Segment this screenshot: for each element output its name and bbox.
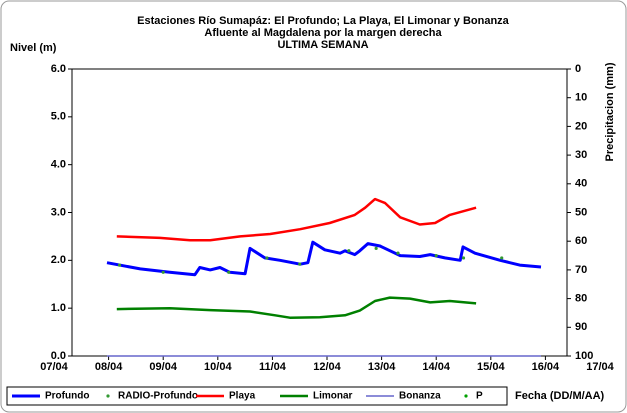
legend-swatch — [464, 394, 468, 398]
y2-tick-label: 60 — [575, 235, 587, 247]
x-tick-label: 11/04 — [259, 361, 287, 373]
y-tick-label: 5.0 — [51, 111, 66, 123]
x-tick-label: 13/04 — [368, 361, 396, 373]
data-point — [434, 253, 438, 258]
x-tick-label: 07/04 — [40, 361, 68, 373]
legend-label: Playa — [229, 391, 256, 402]
y-tick-label: 6.0 — [51, 63, 66, 75]
plot-area — [71, 68, 568, 357]
y2-tick-label: 80 — [575, 293, 587, 305]
data-point — [298, 262, 302, 266]
data-point — [161, 270, 165, 274]
y2-tick-label: 70 — [575, 264, 587, 276]
y2-tick-label: 90 — [575, 321, 587, 333]
x-axis-label: Fecha (DD/M/AA) — [515, 390, 605, 402]
chart-subtitle: Afluente al Magdalena por la margen dere… — [204, 27, 442, 39]
legend — [6, 386, 508, 406]
x-tick-label: 10/04 — [204, 361, 232, 373]
y2-tick-label: 10 — [575, 92, 587, 104]
x-tick-label: 14/04 — [422, 361, 450, 373]
y2-tick-label: 50 — [575, 206, 587, 218]
y2-tick-label: 30 — [575, 149, 587, 161]
data-point — [461, 256, 466, 260]
data-point — [265, 256, 269, 260]
x-tick-label: 16/04 — [532, 361, 560, 373]
legend-label: Limonar — [313, 391, 353, 402]
y-tick-label: 3.0 — [51, 206, 66, 218]
data-line — [116, 296, 477, 319]
y-tick-label: 0.0 — [51, 350, 66, 362]
data-point — [227, 270, 231, 274]
y2-tick-label: 0 — [575, 63, 581, 75]
chart-subtitle: ULTIMA SEMANA — [277, 39, 368, 51]
data-line — [106, 240, 542, 277]
legend-label: Bonanza — [399, 391, 441, 402]
x-tick-label: 12/04 — [313, 361, 341, 373]
data-point — [374, 246, 378, 250]
legend-label: P — [476, 391, 483, 402]
x-tick-label: 08/04 — [95, 361, 123, 373]
x-tick-label: 17/04 — [586, 361, 614, 373]
data-line — [116, 197, 477, 242]
x-tick-label: 09/04 — [149, 361, 177, 373]
chart-title: Estaciones Río Sumapáz: El Profundo; La … — [137, 15, 510, 27]
data-point — [347, 249, 351, 253]
y-axis-label: Nivel (m) — [10, 42, 57, 54]
legend-label: RADIO-Profundo — [118, 391, 198, 402]
data-point — [117, 263, 122, 267]
legend-swatch — [106, 394, 110, 398]
y2-tick-label: 40 — [575, 178, 587, 190]
y-tick-label: 4.0 — [51, 159, 66, 171]
data-point — [500, 256, 504, 260]
x-tick-label: 15/04 — [477, 361, 505, 373]
y2-axis-label: Precipitacion (mm) — [604, 62, 616, 161]
legend-label: Profundo — [45, 391, 89, 402]
y2-tick-label: 20 — [575, 120, 587, 132]
y-tick-label: 2.0 — [51, 254, 66, 266]
y2-tick-label: 100 — [575, 350, 593, 362]
data-point — [396, 251, 400, 255]
y-tick-label: 1.0 — [51, 302, 66, 314]
